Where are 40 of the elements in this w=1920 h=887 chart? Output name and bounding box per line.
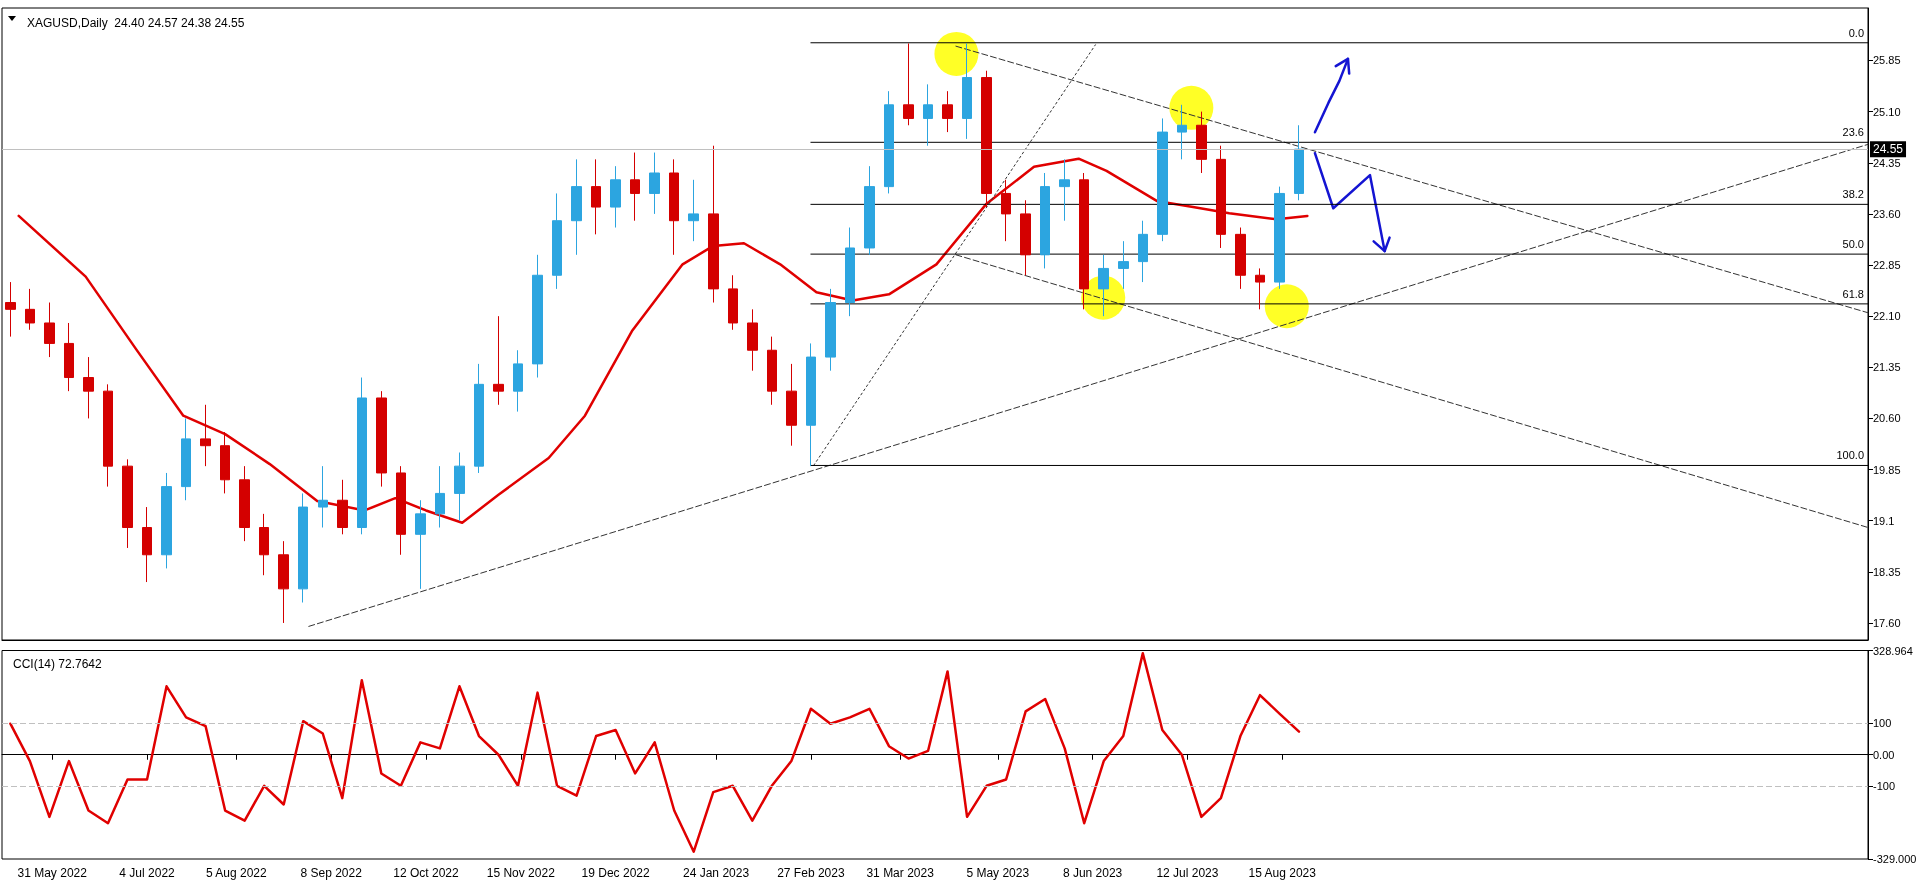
y-tick-label: 0.00	[1873, 748, 1895, 761]
y-tick-label: 22.10	[1873, 310, 1901, 323]
y-tick-label: 21.35	[1873, 361, 1901, 374]
y-tick-label: 100	[1873, 717, 1892, 730]
y-tick-label: 23.60	[1873, 207, 1901, 220]
y-tick-label: -329.000	[1873, 853, 1917, 865]
x-tick-label: 12 Oct 2022	[393, 866, 459, 880]
y-tick-label: 19.1	[1873, 514, 1895, 527]
x-tick-label: 15 Aug 2023	[1248, 866, 1317, 880]
y-tick-label: -100	[1873, 780, 1896, 793]
series-label: 61.8	[1842, 287, 1864, 300]
y-tick-label: 25.10	[1873, 105, 1901, 118]
series-label: 38.2	[1842, 188, 1864, 201]
x-tick-label: 19 Dec 2022	[581, 866, 650, 880]
series-label: 100.0	[1836, 449, 1864, 462]
x-tick-label: 5 Aug 2022	[205, 866, 267, 880]
y-tick-label: 24.35	[1873, 156, 1901, 169]
y-tick-label: 18.35	[1873, 565, 1901, 578]
x-tick-label: 24 Jan 2023	[683, 866, 750, 880]
x-tick-label: 8 Jun 2023	[1062, 866, 1123, 880]
series-label: 0.0	[1848, 26, 1864, 39]
series-label: 50.0	[1842, 238, 1864, 251]
x-tick-label: 15 Nov 2022	[486, 866, 556, 880]
y-tick-label: 20.60	[1873, 412, 1901, 425]
y-tick-label: 17.60	[1873, 616, 1901, 629]
ref-line-label: 24.55	[1873, 142, 1904, 157]
x-tick-label: 4 Jul 2022	[119, 866, 176, 880]
y-tick-label: 22.85	[1873, 259, 1901, 272]
text: CCI(14) 72.7642	[13, 657, 103, 671]
x-tick-label: 31 May 2022	[17, 866, 88, 880]
x-tick-label: 31 Mar 2023	[866, 866, 935, 880]
y-tick-label: 328.964	[1873, 644, 1913, 657]
x-tick-label: 8 Sep 2022	[300, 866, 363, 880]
x-tick-label: 27 Feb 2023	[777, 866, 845, 880]
y-tick-label: 25.85	[1873, 54, 1901, 67]
x-tick-label: 5 May 2023	[966, 866, 1030, 880]
text: XAGUSD,Daily 24.40 24.57 24.38 24.55	[27, 16, 245, 30]
y-tick-label: 19.85	[1873, 463, 1901, 476]
x-tick-label: 12 Jul 2023	[1156, 866, 1219, 880]
series-label: 23.6	[1842, 126, 1864, 139]
